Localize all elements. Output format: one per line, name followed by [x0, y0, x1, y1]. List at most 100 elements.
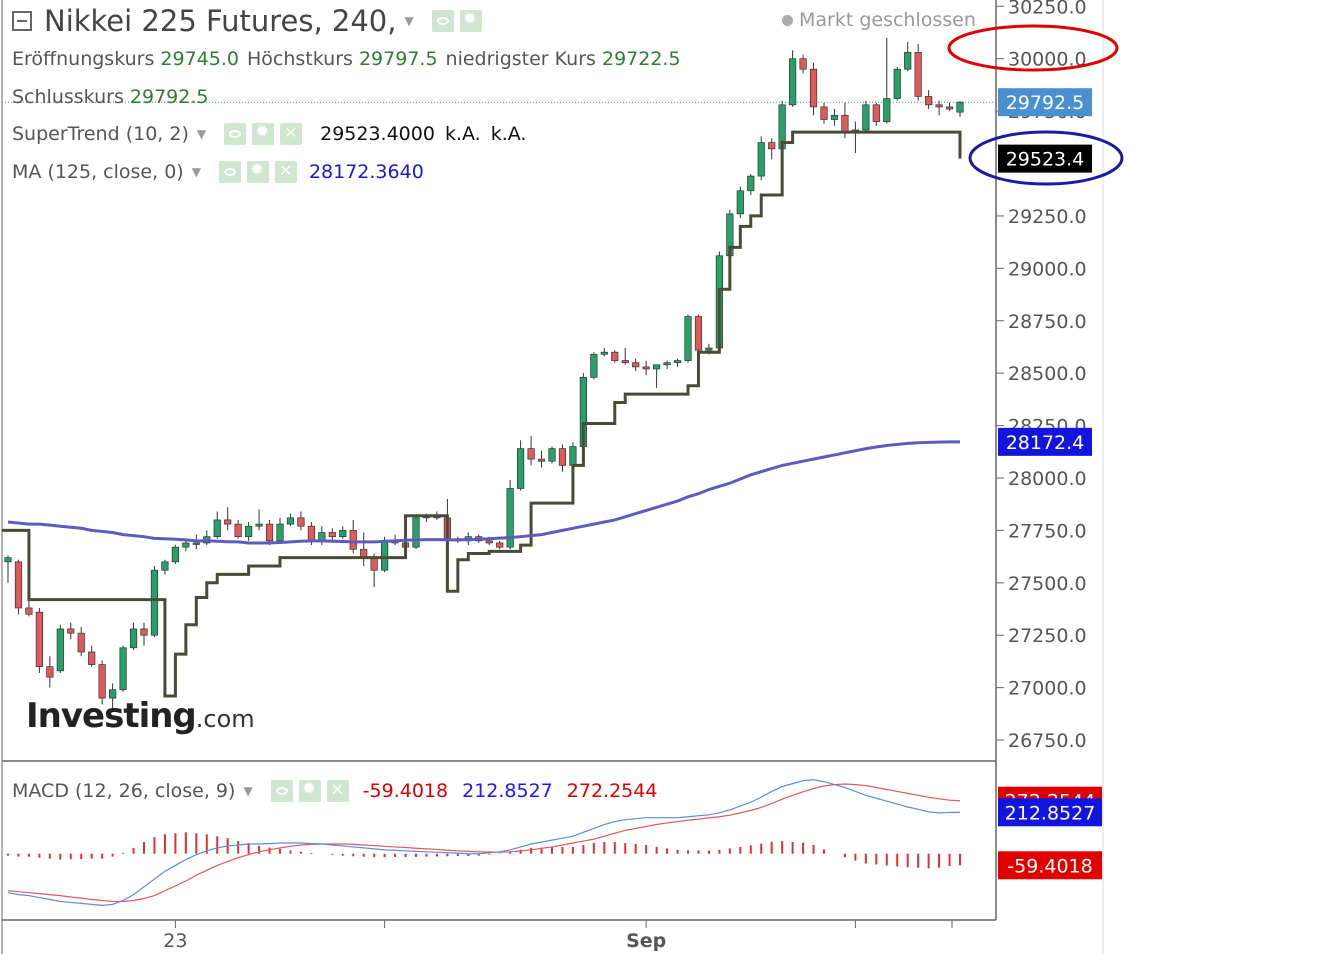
supertrend-value: 29523.4000	[320, 123, 435, 145]
candle-body	[673, 360, 682, 364]
candle-body	[234, 523, 242, 538]
candle-body	[527, 448, 535, 460]
candle-body	[537, 458, 546, 462]
ohlc-row-1: Eröffnungskurs 29745.0 Höchstkurs 29797.…	[12, 48, 689, 70]
chevron-down-icon[interactable]: ▼	[404, 14, 414, 28]
open-label: Eröffnungskurs	[12, 48, 155, 70]
candle-body	[569, 446, 577, 466]
gear-icon[interactable]	[252, 122, 275, 145]
candle-body	[265, 523, 274, 542]
candle-body	[129, 628, 138, 649]
y-tick-label: 28000.0	[1008, 468, 1087, 490]
macd-line-value: 212.8527	[462, 780, 553, 802]
candle-body	[914, 52, 922, 97]
svg-text:29792.5: 29792.5	[1006, 92, 1085, 114]
time-axis[interactable]: 23 Sep	[163, 920, 953, 952]
candle-body	[98, 664, 106, 699]
eye-icon[interactable]	[218, 161, 241, 183]
candle-body	[830, 114, 839, 120]
candle-body	[694, 316, 703, 351]
candle-body	[768, 142, 776, 150]
candle-body	[820, 106, 828, 120]
candle-body	[192, 542, 200, 545]
candle-body	[956, 101, 964, 113]
svg-text:212.8527: 212.8527	[1005, 802, 1096, 824]
candle-body	[150, 569, 159, 636]
candle-body	[35, 611, 43, 668]
candle-body	[841, 114, 849, 133]
gear-icon[interactable]	[246, 160, 269, 183]
low-value: 29722.5	[601, 48, 681, 70]
chart-header: Nikkei 225 Futures, 240, ▼	[12, 4, 482, 38]
candle-body	[757, 142, 765, 177]
close-icon[interactable]	[326, 780, 349, 802]
candle-body	[245, 525, 253, 538]
candle-body	[663, 362, 671, 366]
candle-body	[14, 561, 23, 609]
candle-body	[621, 360, 629, 364]
y-tick-label: 28750.0	[1008, 311, 1087, 333]
candle-body	[747, 175, 755, 192]
collapse-icon[interactable]	[12, 11, 32, 31]
logo-main: Investing	[26, 696, 197, 736]
close-icon[interactable]	[280, 123, 303, 145]
market-status-text: Markt geschlossen	[799, 9, 976, 31]
supertrend-label[interactable]: SuperTrend (10, 2)	[12, 123, 189, 145]
candle-body	[893, 68, 901, 99]
candle-body	[590, 353, 598, 378]
macd-signal-value: 272.2544	[566, 780, 658, 802]
chevron-down-icon[interactable]: ▼	[243, 784, 253, 798]
candle-body	[935, 104, 943, 108]
candle-body	[161, 561, 169, 571]
macd-label[interactable]: MACD (12, 26, close, 9)	[12, 780, 236, 802]
y-tick-label: 30250.0	[1008, 0, 1087, 18]
high-value: 29797.5	[358, 48, 438, 70]
y-tick-label: 26750.0	[1008, 730, 1087, 752]
candle-body	[904, 52, 912, 70]
y-tick-label: 27250.0	[1008, 625, 1087, 647]
candle-body	[307, 525, 315, 542]
macd-histogram	[7, 832, 961, 869]
highlight-supertrend-ellipse	[968, 130, 1124, 186]
candle-body	[381, 540, 389, 571]
candle-body	[642, 366, 650, 370]
candle-body	[809, 68, 818, 108]
x-tick-label: Sep	[626, 930, 666, 952]
candle-body	[286, 517, 295, 525]
chevron-down-icon[interactable]: ▼	[191, 165, 201, 179]
ohlc-row-2: Schlusskurs 29792.5	[12, 86, 216, 108]
y-tick-label: 27750.0	[1008, 520, 1087, 542]
x-tick-label: 23	[163, 930, 187, 952]
low-label: niedrigster Kurs	[445, 48, 596, 70]
svg-text:-59.4018: -59.4018	[1007, 855, 1092, 877]
ma-value: 28172.3640	[308, 161, 424, 183]
supertrend-na-1: k.A.	[444, 123, 481, 145]
eye-icon[interactable]	[270, 780, 293, 802]
candle-body	[684, 316, 692, 361]
highlight-30000-ellipse	[947, 24, 1119, 72]
candle-body	[171, 546, 179, 563]
candle-body	[789, 58, 797, 106]
close-icon[interactable]	[274, 161, 297, 183]
macd-legend: MACD (12, 26, close, 9) ▼ -59.4018 212.8…	[12, 779, 658, 802]
candle-body	[276, 523, 284, 542]
eye-icon[interactable]	[224, 123, 247, 145]
candle-body	[517, 448, 525, 489]
candle-body	[799, 58, 807, 70]
ma-label[interactable]: MA (125, close, 0)	[12, 161, 184, 183]
candle-body	[883, 98, 891, 122]
y-tick-label: 30000.0	[1008, 49, 1087, 71]
eye-icon[interactable]	[431, 10, 454, 32]
high-label: Höchstkurs	[247, 48, 353, 70]
moving-average-line	[7, 440, 961, 545]
symbol-title[interactable]: Nikkei 225 Futures, 240,	[44, 4, 397, 38]
macd-hist-badge: -59.4018	[998, 851, 1102, 880]
gear-icon[interactable]	[298, 779, 321, 802]
macd-hist-value: -59.4018	[362, 780, 449, 802]
candle-body	[328, 532, 336, 538]
candle-body	[705, 347, 713, 351]
chevron-down-icon[interactable]: ▼	[196, 127, 207, 141]
candle-body	[862, 104, 870, 131]
gear-icon[interactable]	[459, 9, 482, 32]
